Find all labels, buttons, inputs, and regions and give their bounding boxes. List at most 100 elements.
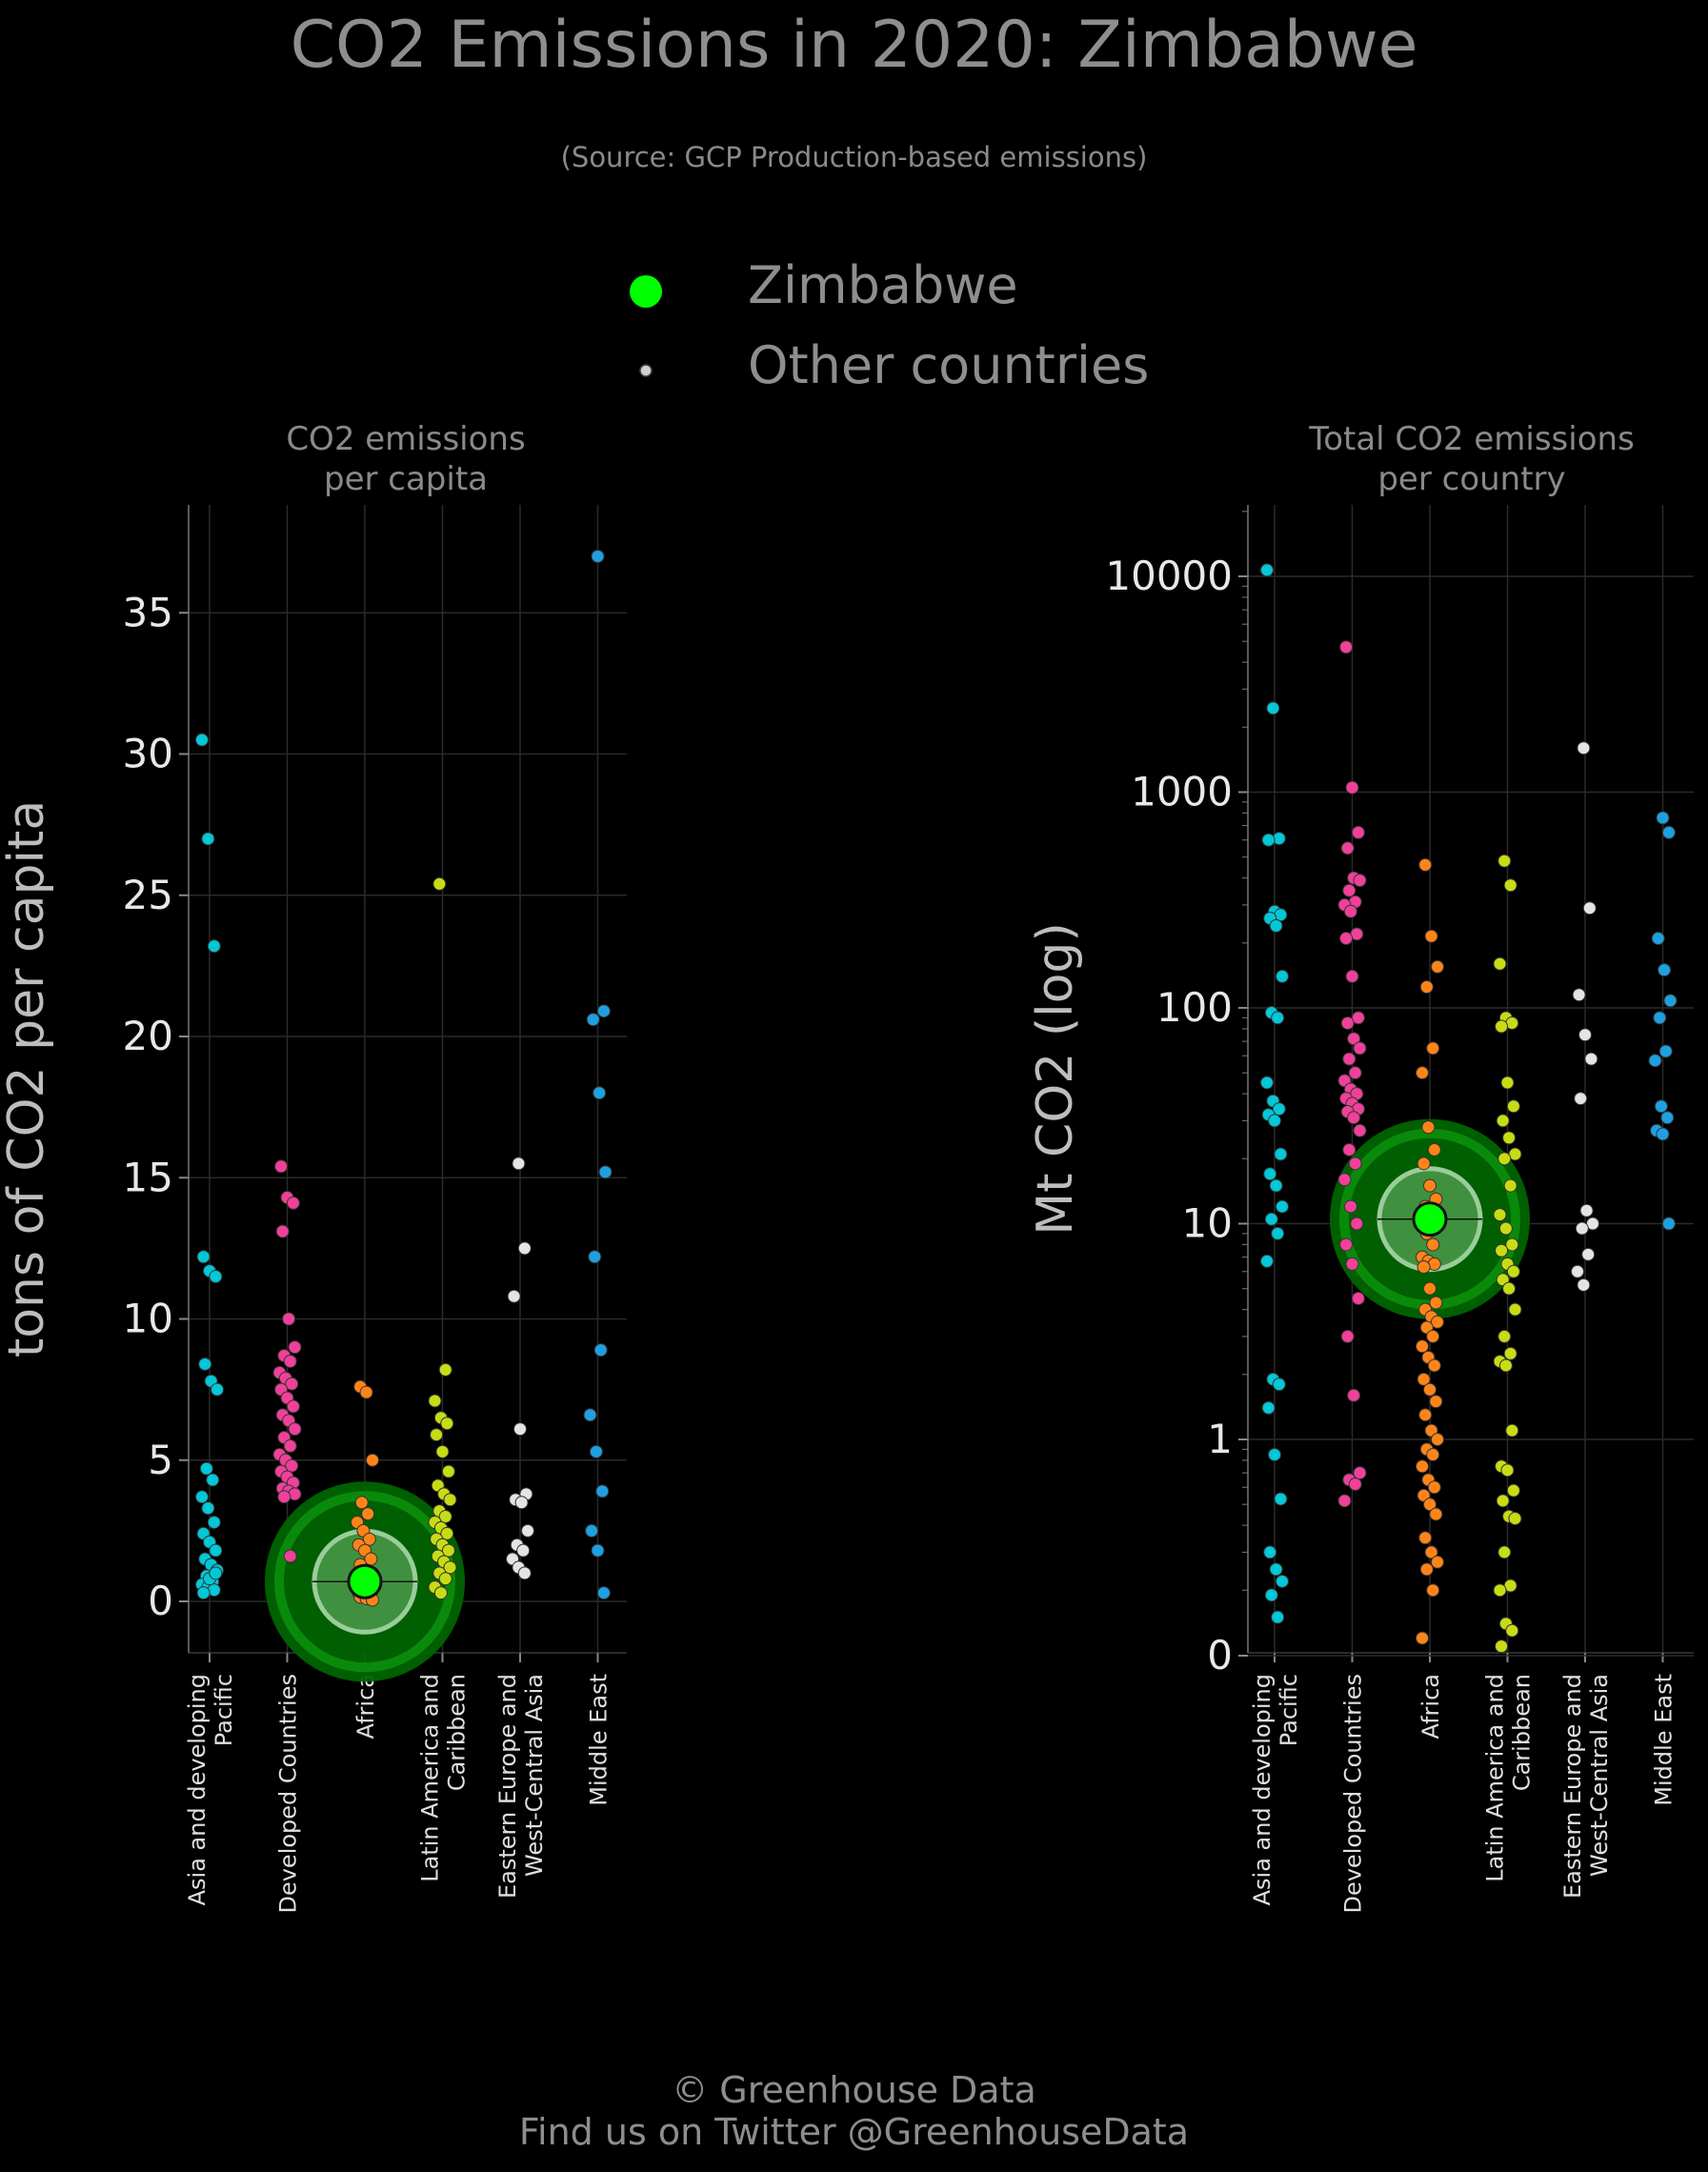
data-point-latin-america-and-caribbean bbox=[438, 1362, 452, 1377]
data-point-latin-america-and-caribbean bbox=[1505, 1623, 1519, 1638]
data-point-asia-and-developing-pacific bbox=[1269, 918, 1283, 933]
data-point-developed-countries bbox=[1343, 904, 1357, 918]
data-point-eastern-europe-and-west-central-asia bbox=[1574, 1092, 1588, 1106]
data-point-latin-america-and-caribbean bbox=[1497, 854, 1512, 868]
data-point-asia-and-developing-pacific bbox=[198, 1357, 212, 1371]
y-tick-label: 1000 bbox=[1131, 769, 1233, 815]
panel-title-line: per country bbox=[1377, 460, 1565, 498]
legend-other-marker bbox=[639, 364, 653, 377]
data-point-africa bbox=[1423, 1281, 1437, 1296]
y-tick-label: 1 bbox=[1207, 1416, 1233, 1462]
data-point-africa bbox=[1424, 1545, 1438, 1559]
legend-zimbabwe-marker bbox=[630, 275, 662, 308]
data-point-africa bbox=[1429, 1296, 1443, 1310]
data-point-africa bbox=[362, 1532, 376, 1546]
footer-twitter: Find us on Twitter @GreenhouseData bbox=[518, 2111, 1190, 2153]
data-point-latin-america-and-caribbean bbox=[438, 1572, 452, 1586]
x-tick-label: Developed Countries bbox=[275, 1674, 302, 1914]
data-point-latin-america-and-caribbean bbox=[435, 1444, 450, 1458]
data-point-middle-east bbox=[1661, 1217, 1676, 1231]
data-point-middle-east bbox=[1658, 963, 1672, 977]
data-point-africa bbox=[361, 1507, 375, 1521]
data-point-latin-america-and-caribbean bbox=[1508, 1302, 1522, 1317]
legend-other-label: Other countries bbox=[748, 335, 1150, 395]
data-point-latin-america-and-caribbean bbox=[441, 1543, 455, 1558]
y-tick-label: 10 bbox=[1182, 1200, 1233, 1247]
legend-markers bbox=[630, 275, 662, 377]
data-point-africa bbox=[1418, 857, 1433, 872]
data-point-developed-countries bbox=[1339, 932, 1354, 946]
data-point-africa bbox=[1418, 1408, 1433, 1422]
data-point-middle-east bbox=[589, 1444, 603, 1458]
data-point-developed-countries bbox=[1351, 1011, 1365, 1025]
data-point-asia-and-developing-pacific bbox=[1261, 833, 1276, 847]
data-point-developed-countries bbox=[282, 1312, 296, 1326]
data-point-asia-and-developing-pacific bbox=[1276, 969, 1289, 983]
data-point-africa bbox=[1417, 1156, 1431, 1171]
data-point-latin-america-and-caribbean bbox=[440, 1417, 454, 1431]
data-point-latin-america-and-caribbean bbox=[1495, 1243, 1509, 1257]
data-point-asia-and-developing-pacific bbox=[196, 1586, 211, 1600]
data-point-asia-and-developing-pacific bbox=[196, 1250, 211, 1264]
data-point-developed-countries bbox=[1348, 1478, 1362, 1492]
footer-copyright: © Greenhouse Data bbox=[672, 2069, 1036, 2111]
data-point-developed-countries bbox=[1340, 841, 1355, 855]
x-tick-label: Africa bbox=[1417, 1674, 1444, 1739]
data-point-developed-countries bbox=[1342, 883, 1356, 897]
data-point-africa bbox=[1423, 1382, 1437, 1397]
data-point-latin-america-and-caribbean bbox=[1502, 1131, 1517, 1145]
data-point-eastern-europe-and-west-central-asia bbox=[1584, 1052, 1598, 1066]
data-point-developed-countries bbox=[283, 1354, 297, 1368]
data-point-developed-countries bbox=[1347, 1388, 1361, 1402]
data-point-africa bbox=[1426, 1237, 1440, 1252]
y-axis-label: tons of CO2 per capita bbox=[0, 800, 55, 1358]
data-point-eastern-europe-and-west-central-asia bbox=[513, 1422, 527, 1437]
data-point-developed-countries bbox=[1347, 1032, 1361, 1046]
data-point-eastern-europe-and-west-central-asia bbox=[517, 1566, 532, 1580]
data-point-developed-countries bbox=[1339, 1237, 1354, 1252]
data-point-latin-america-and-caribbean bbox=[433, 1586, 448, 1600]
x-tick-label: Latin America and bbox=[1482, 1674, 1509, 1882]
data-point-asia-and-developing-pacific bbox=[1271, 1226, 1285, 1240]
data-point-developed-countries bbox=[288, 1422, 302, 1437]
legend-zimbabwe-label: Zimbabwe bbox=[748, 255, 1018, 315]
data-point-middle-east bbox=[1651, 932, 1665, 946]
data-point-eastern-europe-and-west-central-asia bbox=[1581, 1247, 1596, 1261]
data-point-eastern-europe-and-west-central-asia bbox=[1572, 988, 1586, 1002]
data-point-asia-and-developing-pacific bbox=[201, 1501, 215, 1516]
x-tick-label: Caribbean bbox=[444, 1674, 471, 1791]
data-point-africa bbox=[1431, 1315, 1444, 1329]
data-point-developed-countries bbox=[286, 1196, 300, 1210]
data-point-asia-and-developing-pacific bbox=[1264, 1212, 1278, 1226]
data-point-latin-america-and-caribbean bbox=[1493, 1583, 1507, 1598]
data-point-latin-america-and-caribbean bbox=[430, 1428, 444, 1442]
y-tick-label: 35 bbox=[123, 589, 173, 635]
data-point-developed-countries bbox=[1345, 780, 1359, 794]
data-point-asia-and-developing-pacific bbox=[1263, 1545, 1277, 1559]
data-point-latin-america-and-caribbean bbox=[1500, 1076, 1515, 1090]
data-point-asia-and-developing-pacific bbox=[209, 1566, 223, 1580]
y-tick-label: 15 bbox=[123, 1154, 173, 1200]
data-point-asia-and-developing-pacific bbox=[1274, 1492, 1288, 1506]
data-point-latin-america-and-caribbean bbox=[1498, 1221, 1513, 1236]
x-tick-label: Pacific bbox=[211, 1674, 237, 1746]
zimbabwe-point bbox=[1412, 1201, 1448, 1237]
data-point-asia-and-developing-pacific bbox=[1276, 1199, 1289, 1214]
data-point-developed-countries bbox=[1345, 1257, 1359, 1271]
data-point-eastern-europe-and-west-central-asia bbox=[1577, 741, 1591, 755]
data-point-eastern-europe-and-west-central-asia bbox=[514, 1496, 529, 1510]
data-point-developed-countries bbox=[1342, 1052, 1356, 1066]
data-point-middle-east bbox=[1648, 1054, 1662, 1068]
data-point-latin-america-and-caribbean bbox=[432, 876, 447, 891]
data-point-africa bbox=[1416, 1459, 1429, 1474]
data-point-latin-america-and-caribbean bbox=[1497, 1329, 1512, 1343]
data-point-asia-and-developing-pacific bbox=[1264, 1588, 1278, 1602]
data-point-middle-east bbox=[586, 1013, 600, 1027]
data-point-developed-countries bbox=[1342, 1142, 1356, 1156]
data-point-asia-and-developing-pacific bbox=[195, 1490, 209, 1504]
x-tick-label: Eastern Europe and bbox=[1559, 1674, 1586, 1899]
data-point-eastern-europe-and-west-central-asia bbox=[1571, 1264, 1584, 1278]
data-point-middle-east bbox=[585, 1523, 599, 1538]
data-point-latin-america-and-caribbean bbox=[1495, 1639, 1509, 1654]
